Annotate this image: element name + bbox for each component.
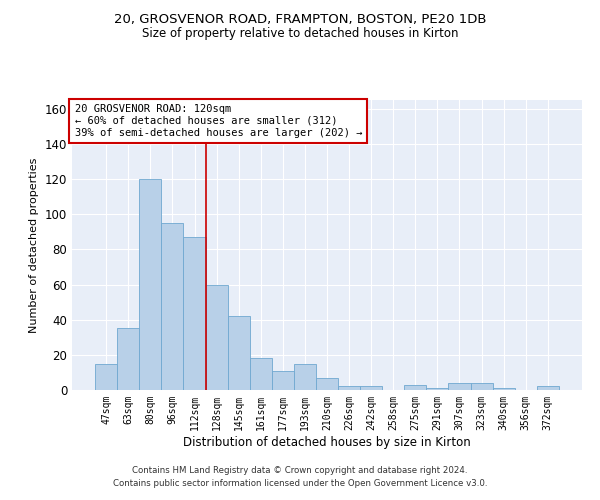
Bar	[139, 179, 161, 390]
Bar	[184, 237, 206, 390]
Bar	[294, 364, 316, 390]
Bar	[537, 386, 559, 390]
Bar	[470, 383, 493, 390]
Text: Contains HM Land Registry data © Crown copyright and database right 2024.
Contai: Contains HM Land Registry data © Crown c…	[113, 466, 487, 487]
Text: Size of property relative to detached houses in Kirton: Size of property relative to detached ho…	[142, 28, 458, 40]
Bar	[161, 223, 184, 390]
Bar	[404, 384, 427, 390]
Bar	[95, 364, 117, 390]
Text: 20 GROSVENOR ROAD: 120sqm
← 60% of detached houses are smaller (312)
39% of semi: 20 GROSVENOR ROAD: 120sqm ← 60% of detac…	[74, 104, 362, 138]
Bar	[117, 328, 139, 390]
Bar	[272, 370, 294, 390]
Bar	[227, 316, 250, 390]
Bar	[360, 386, 382, 390]
Bar	[427, 388, 448, 390]
Bar	[206, 284, 227, 390]
Bar	[338, 386, 360, 390]
Y-axis label: Number of detached properties: Number of detached properties	[29, 158, 39, 332]
Bar	[316, 378, 338, 390]
Bar	[493, 388, 515, 390]
X-axis label: Distribution of detached houses by size in Kirton: Distribution of detached houses by size …	[183, 436, 471, 448]
Bar	[250, 358, 272, 390]
Bar	[448, 383, 470, 390]
Text: 20, GROSVENOR ROAD, FRAMPTON, BOSTON, PE20 1DB: 20, GROSVENOR ROAD, FRAMPTON, BOSTON, PE…	[114, 12, 486, 26]
